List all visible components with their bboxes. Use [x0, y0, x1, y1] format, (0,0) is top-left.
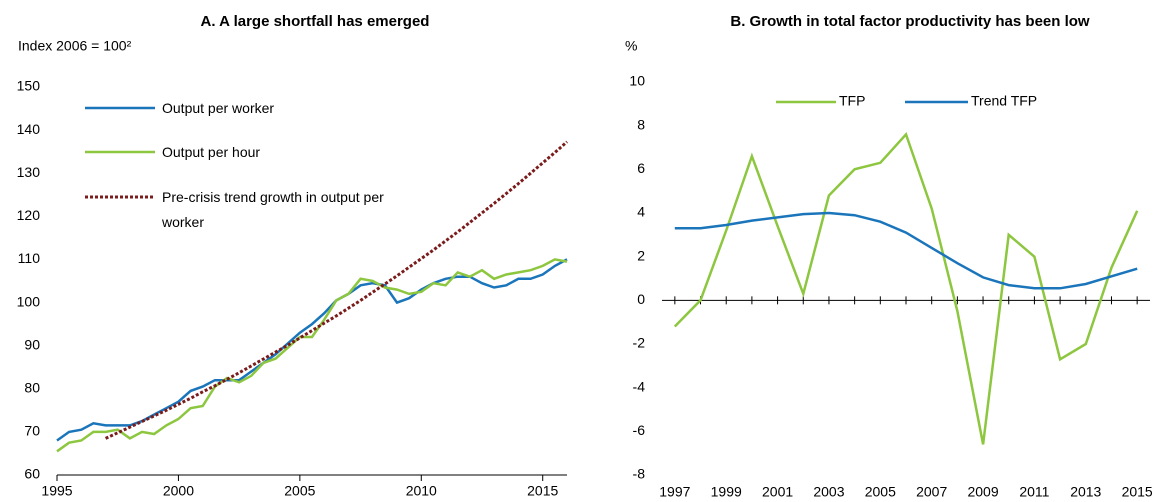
- legend-label: Output per hour: [162, 143, 261, 160]
- x-tick-label: 2015: [527, 483, 558, 499]
- y-tick-label: 2: [637, 247, 645, 263]
- y-tick-label: 90: [24, 336, 40, 352]
- y-tick-label: 0: [637, 291, 645, 307]
- x-tick-label: 2007: [916, 484, 947, 500]
- legend-item: Output per worker: [162, 99, 275, 116]
- legend-item: Pre-crisis trend growth in output per wo…: [162, 188, 384, 230]
- x-tick-label: 2011: [1019, 484, 1049, 500]
- y-tick-label: 150: [17, 78, 41, 94]
- series-line: [56, 258, 568, 442]
- chart-title: A. A large shortfall has emerged: [201, 13, 430, 30]
- legend-label: Output per worker: [162, 99, 275, 116]
- y-tick-label: 4: [637, 204, 645, 220]
- y-axis-label: %: [625, 38, 637, 54]
- x-tick-label: 2001: [762, 484, 793, 500]
- legend-item: Output per hour: [162, 143, 261, 160]
- y-tick-label: -8: [633, 466, 646, 482]
- y-tick-label: 6: [637, 160, 645, 176]
- x-tick-label: 2015: [1122, 484, 1153, 500]
- legend-label: TFP: [839, 93, 865, 109]
- y-tick-label: 130: [17, 164, 41, 180]
- x-tick-label: 2010: [406, 483, 437, 499]
- y-tick-label: 70: [24, 423, 40, 439]
- legend-label: Pre-crisis trend growth in output per wo…: [162, 188, 384, 230]
- chart-title: B. Growth in total factor productivity h…: [730, 13, 1090, 30]
- x-tick-label: 2013: [1070, 484, 1101, 500]
- series-line: [673, 131, 1139, 445]
- y-tick-label: 100: [17, 293, 41, 309]
- x-tick-label: 1999: [711, 484, 742, 500]
- y-tick-label: -4: [633, 378, 646, 394]
- series-line: [56, 258, 568, 453]
- y-tick-label: -6: [633, 422, 646, 438]
- y-tick-label: 8: [637, 116, 645, 132]
- y-tick-label: 10: [629, 73, 645, 89]
- x-tick-label: 2005: [284, 483, 315, 499]
- y-tick-label: 120: [17, 207, 41, 223]
- x-tick-label: 2005: [865, 484, 896, 500]
- y-tick-label: 140: [17, 121, 41, 137]
- y-tick-label: 110: [18, 250, 41, 266]
- x-tick-label: 2003: [813, 484, 844, 500]
- x-tick-label: 1995: [41, 483, 72, 499]
- series-line: [674, 211, 1138, 290]
- y-axis-label: Index 2006 = 100²: [18, 38, 132, 54]
- y-tick-label: 80: [24, 379, 40, 395]
- y-tick-label: 60: [24, 466, 40, 482]
- series-line: [104, 140, 568, 440]
- y-tick-label: -2: [633, 335, 646, 351]
- x-tick-label: 2000: [163, 483, 194, 499]
- legend-label: Trend TFP: [971, 93, 1037, 109]
- x-tick-label: 2009: [967, 484, 998, 500]
- x-tick-label: 1997: [659, 484, 690, 500]
